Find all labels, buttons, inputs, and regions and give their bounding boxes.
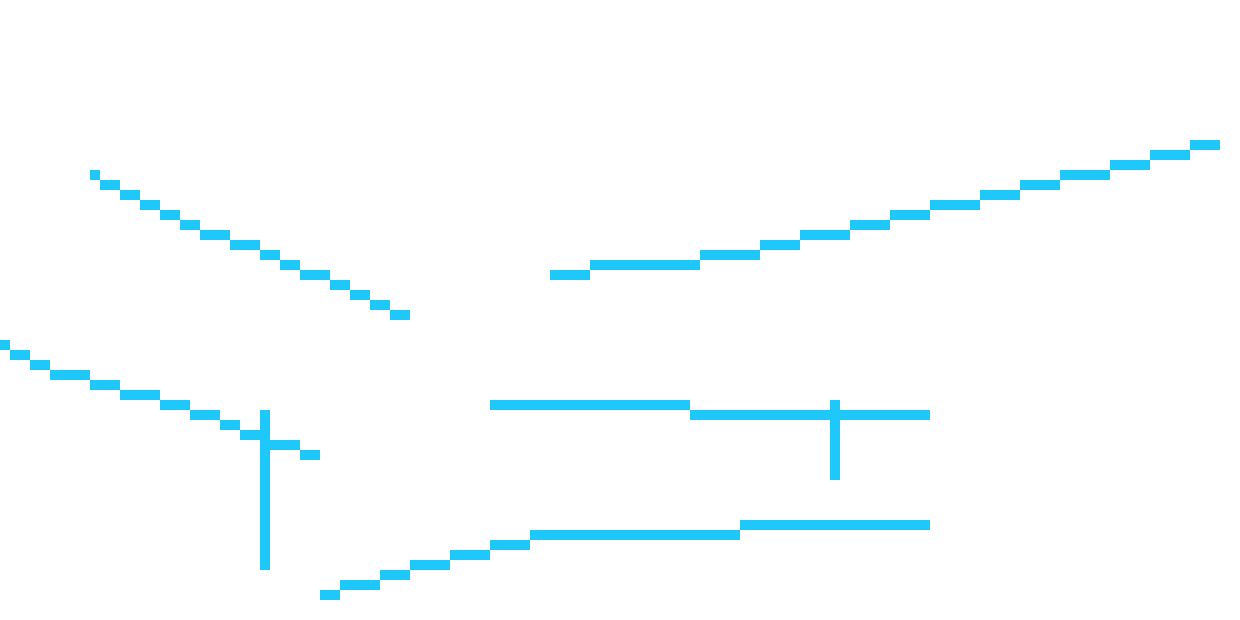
stroke-segment <box>160 210 180 220</box>
stroke-segment <box>1060 170 1110 180</box>
stroke-segment <box>550 270 590 280</box>
stroke-segment <box>160 400 190 410</box>
stroke-segment <box>330 280 350 290</box>
stroke-segment <box>830 400 840 480</box>
stroke-segment <box>380 570 410 580</box>
stroke-segment <box>90 170 100 180</box>
stroke-segment <box>180 220 200 230</box>
stroke-segment <box>370 300 390 310</box>
stroke-segment <box>140 200 160 210</box>
stroke-segment <box>50 370 90 380</box>
stroke-segment <box>100 180 120 190</box>
stroke-segment <box>890 210 930 220</box>
stroke-segment <box>230 240 260 250</box>
stroke-segment <box>490 540 530 550</box>
stroke-segment <box>350 290 370 300</box>
stroke-segment <box>1110 160 1150 170</box>
stroke-segment <box>930 200 980 210</box>
stroke-segment <box>320 590 340 600</box>
stroke-segment <box>530 530 740 540</box>
stroke-segment <box>240 430 260 440</box>
stroke-segment <box>260 410 270 570</box>
stroke-segment <box>410 560 450 570</box>
stroke-segment <box>0 340 10 350</box>
stroke-segment <box>490 400 690 410</box>
stroke-segment <box>590 260 700 270</box>
stroke-segment <box>760 240 800 250</box>
stroke-segment <box>300 450 320 460</box>
stroke-segment <box>800 230 850 240</box>
stroke-segment <box>200 230 230 240</box>
stroke-segment <box>120 390 160 400</box>
stroke-segment <box>280 260 300 270</box>
stroke-segment <box>690 410 930 420</box>
stroke-segment <box>850 220 890 230</box>
stroke-segment <box>260 250 280 260</box>
stroke-segment <box>30 360 50 370</box>
stroke-segment <box>980 190 1020 200</box>
stroke-segment <box>390 310 410 320</box>
stroke-segment <box>90 380 120 390</box>
stroke-segment <box>1150 150 1190 160</box>
stroke-segment <box>700 250 760 260</box>
stroke-segment <box>220 420 240 430</box>
stroke-segment <box>1190 140 1220 150</box>
stroke-segment <box>1020 180 1060 190</box>
stroke-segment <box>260 440 300 450</box>
stroke-segment <box>10 350 30 360</box>
stroke-segment <box>300 270 330 280</box>
stroke-segment <box>740 520 930 530</box>
stroke-segment <box>450 550 490 560</box>
stroke-segment <box>340 580 380 590</box>
stroke-segment <box>190 410 220 420</box>
stroke-segment <box>120 190 140 200</box>
